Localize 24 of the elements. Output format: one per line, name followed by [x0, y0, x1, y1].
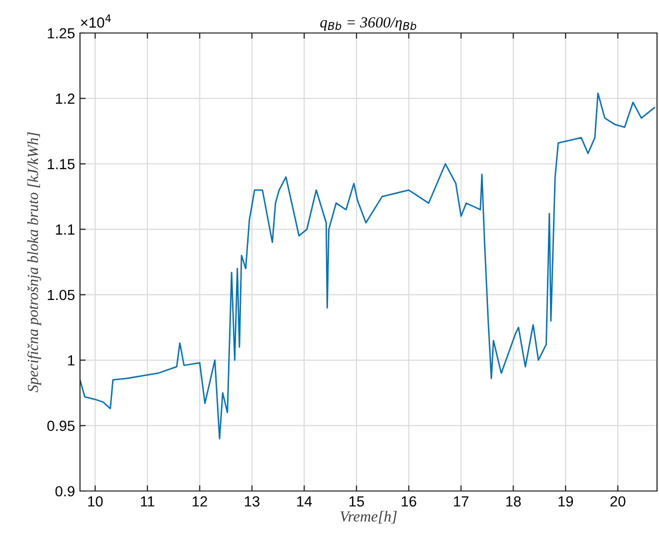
text: ×10$^{4}$	[81, 14, 111, 28]
chart-title: q$_{Bb}$ = 3600/η$_{Bb}$	[320, 17, 416, 31]
y-axis-title: Specifična potrošnja bloka bruto [kJ/kWh]	[27, 132, 42, 392]
y-tick-label: 0.95	[47, 420, 75, 431]
y-tick-label: 1.1	[56, 224, 74, 235]
x-tick-label: 20	[610, 496, 626, 507]
x-tick-label: 14	[297, 496, 312, 506]
x-tick-label: 15	[349, 496, 364, 507]
y-tick-label: 1.2	[56, 94, 74, 104]
x-tick-label: 17	[454, 496, 468, 506]
y-tick-label: 1.25	[48, 28, 75, 38]
x-tick-label: 12	[192, 496, 208, 506]
x-tick-label: 18	[506, 496, 521, 507]
y-tick-label: 1.05	[48, 290, 75, 300]
x-tick-label: 13	[244, 496, 260, 507]
x-tick-label: 10	[88, 496, 103, 507]
y-tick-label: 1.15	[48, 159, 75, 170]
x-axis-title: Vreme[h]	[340, 510, 397, 524]
y-tick-label: 1	[68, 355, 74, 366]
line-series	[80, 92, 656, 440]
y-tick-label: 0.9	[55, 486, 74, 496]
x-tick-label: 19	[558, 496, 573, 507]
x-tick-label: 11	[140, 496, 154, 506]
x-tick-label: 16	[402, 496, 416, 507]
